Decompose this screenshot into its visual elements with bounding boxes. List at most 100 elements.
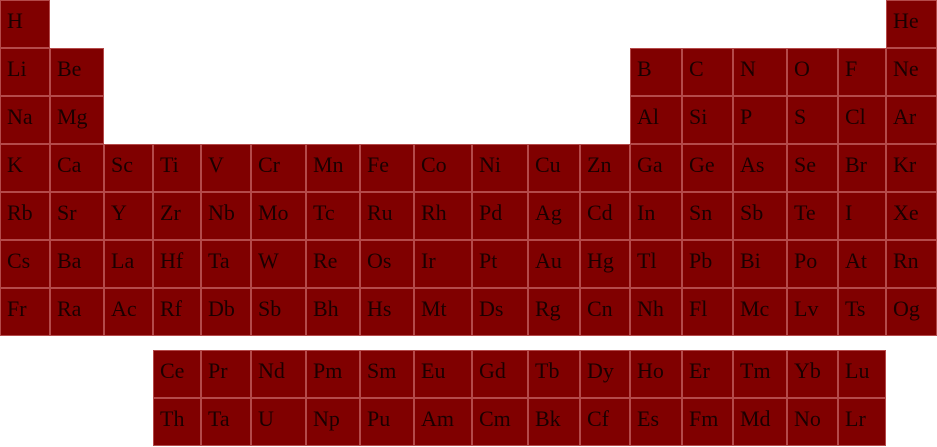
element-cell-al: Al [630,96,682,144]
element-cell-tl: Tl [630,240,682,288]
element-cell-be: Be [50,48,104,96]
element-cell-h: H [0,0,50,48]
element-cell-ba: Ba [50,240,104,288]
element-cell-cf: Cf [580,398,630,446]
element-cell-pu: Pu [360,398,414,446]
element-cell-og: Og [886,288,937,336]
element-cell-rg: Rg [528,288,580,336]
element-cell-ir: Ir [414,240,472,288]
element-cell-y: Y [104,192,153,240]
element-cell-bk: Bk [528,398,580,446]
element-cell-sm: Sm [360,350,414,398]
element-cell-bh: Bh [306,288,360,336]
element-cell-cs: Cs [0,240,50,288]
element-cell-xe: Xe [886,192,937,240]
element-cell-w: W [251,240,306,288]
element-cell-rh: Rh [414,192,472,240]
element-cell-cd: Cd [580,192,630,240]
element-cell-pb: Pb [682,240,733,288]
element-cell-f: F [838,48,886,96]
element-cell-eu: Eu [414,350,472,398]
element-cell-co: Co [414,144,472,192]
element-cell-cn: Cn [580,288,630,336]
element-cell-ag: Ag [528,192,580,240]
element-cell-sb: Sb [733,192,787,240]
element-cell-ra: Ra [50,288,104,336]
element-cell-rb: Rb [0,192,50,240]
element-cell-ta: Ta [201,240,251,288]
element-cell-yb: Yb [787,350,838,398]
element-cell-la: La [104,240,153,288]
element-cell-bi: Bi [733,240,787,288]
element-cell-ta: Ta [201,398,251,446]
element-cell-p: P [733,96,787,144]
element-cell-at: At [838,240,886,288]
element-cell-rf: Rf [153,288,201,336]
element-cell-mg: Mg [50,96,104,144]
element-cell-fe: Fe [360,144,414,192]
element-cell-tm: Tm [733,350,787,398]
element-cell-ge: Ge [682,144,733,192]
element-cell-u: U [251,398,306,446]
element-cell-ru: Ru [360,192,414,240]
element-cell-cm: Cm [472,398,528,446]
element-cell-ni: Ni [472,144,528,192]
element-cell-v: V [201,144,251,192]
element-cell-cr: Cr [251,144,306,192]
element-cell-fr: Fr [0,288,50,336]
element-cell-ds: Ds [472,288,528,336]
element-cell-lv: Lv [787,288,838,336]
element-cell-np: Np [306,398,360,446]
element-cell-k: K [0,144,50,192]
element-cell-ho: Ho [630,350,682,398]
element-cell-au: Au [528,240,580,288]
element-cell-os: Os [360,240,414,288]
element-cell-nh: Nh [630,288,682,336]
element-cell-ne: Ne [886,48,937,96]
element-cell-ar: Ar [886,96,937,144]
element-cell-mt: Mt [414,288,472,336]
element-cell-po: Po [787,240,838,288]
element-cell-no: No [787,398,838,446]
element-cell-dy: Dy [580,350,630,398]
element-cell-hg: Hg [580,240,630,288]
element-cell-hs: Hs [360,288,414,336]
element-cell-fm: Fm [682,398,733,446]
element-cell-md: Md [733,398,787,446]
element-cell-kr: Kr [886,144,937,192]
element-cell-sb: Sb [251,288,306,336]
element-cell-tc: Tc [306,192,360,240]
element-cell-hf: Hf [153,240,201,288]
element-cell-na: Na [0,96,50,144]
element-cell-pr: Pr [201,350,251,398]
element-cell-ts: Ts [838,288,886,336]
element-cell-n: N [733,48,787,96]
element-cell-lr: Lr [838,398,886,446]
element-cell-lu: Lu [838,350,886,398]
element-cell-nd: Nd [251,350,306,398]
element-cell-cl: Cl [838,96,886,144]
element-cell-fl: Fl [682,288,733,336]
element-cell-nb: Nb [201,192,251,240]
element-cell-th: Th [153,398,201,446]
element-cell-pt: Pt [472,240,528,288]
element-cell-mc: Mc [733,288,787,336]
element-cell-br: Br [838,144,886,192]
element-cell-o: O [787,48,838,96]
element-cell-se: Se [787,144,838,192]
element-cell-tb: Tb [528,350,580,398]
element-cell-ti: Ti [153,144,201,192]
element-cell-pd: Pd [472,192,528,240]
element-cell-cu: Cu [528,144,580,192]
element-cell-b: B [630,48,682,96]
element-cell-ac: Ac [104,288,153,336]
element-cell-ca: Ca [50,144,104,192]
element-cell-c: C [682,48,733,96]
element-cell-gd: Gd [472,350,528,398]
element-cell-am: Am [414,398,472,446]
element-cell-sr: Sr [50,192,104,240]
element-cell-li: Li [0,48,50,96]
element-cell-mn: Mn [306,144,360,192]
element-cell-te: Te [787,192,838,240]
